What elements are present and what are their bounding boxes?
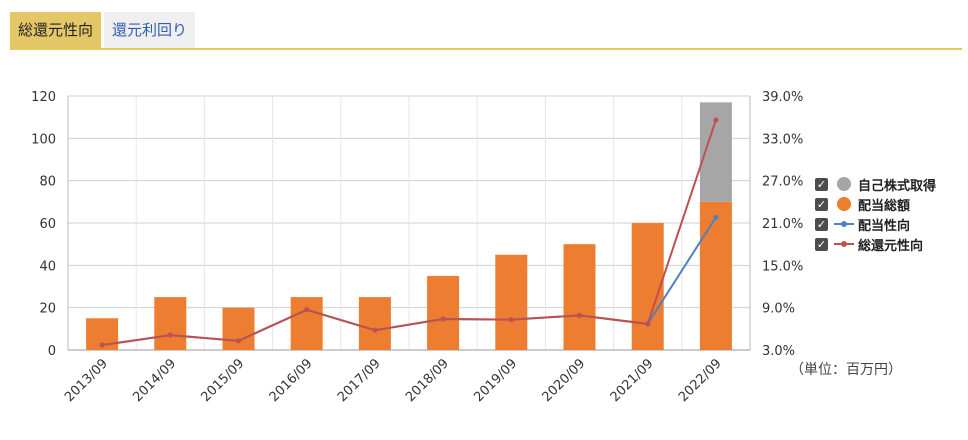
x-tick-label: 2020/09: [540, 356, 589, 405]
legend-item-payout-ratio[interactable]: ✓ 配当性向: [815, 214, 936, 234]
legend-label: 自己株式取得: [858, 178, 937, 194]
legend-label: 配当性向: [858, 218, 911, 234]
tab-bar: 総還元性向 還元利回り: [10, 12, 196, 48]
x-tick-label: 2018/09: [403, 356, 452, 405]
y-right-tick-label: 33.0%: [762, 132, 803, 147]
tab-return-yield[interactable]: 還元利回り: [104, 12, 196, 48]
bar-dividend: [427, 275, 460, 350]
y-right-tick-label: 21.0%: [762, 217, 803, 232]
total-return-ratio-point: [645, 321, 651, 327]
y-right-tick-label: 27.0%: [762, 175, 803, 190]
legend-item-buyback[interactable]: ✓ 自己株式取得: [815, 174, 936, 194]
legend-item-dividend-total[interactable]: ✓ 配当総額: [815, 194, 936, 214]
bar-dividend: [495, 254, 528, 350]
x-tick-label: 2017/09: [335, 356, 384, 405]
bar-dividend: [631, 223, 664, 350]
y-left-tick-label: 60: [39, 217, 56, 232]
bar-dividend: [222, 307, 255, 350]
y-left-tick-label: 20: [39, 302, 56, 317]
unit-note: （単位：百万円）: [790, 362, 902, 378]
y-right-tick-label: 15.0%: [762, 259, 803, 274]
x-tick-label: 2015/09: [199, 356, 248, 405]
y-left-tick-label: 40: [39, 259, 56, 274]
x-tick-label: 2021/09: [608, 356, 657, 405]
legend-label: 配当総額: [858, 198, 911, 214]
y-right-tick-label: 3.0%: [762, 344, 795, 359]
legend-item-total-return-ratio[interactable]: ✓ 総還元性向: [815, 234, 936, 254]
bar-dividend: [358, 297, 391, 350]
total-return-ratio-point: [99, 342, 105, 348]
line-marker-icon: [834, 237, 854, 251]
x-tick-label: 2016/09: [267, 356, 316, 405]
checkbox-icon[interactable]: ✓: [815, 197, 828, 211]
y-left-tick-label: 0: [48, 344, 56, 359]
tab-total-return-ratio[interactable]: 総還元性向: [10, 12, 102, 48]
y-left-tick-label: 100: [31, 132, 56, 147]
checkbox-icon[interactable]: ✓: [815, 177, 828, 191]
x-tick-label: 2019/09: [471, 356, 520, 405]
checkbox-icon[interactable]: ✓: [815, 237, 828, 251]
total-return-ratio-point: [577, 312, 582, 318]
checkbox-icon[interactable]: ✓: [815, 217, 828, 231]
x-tick-label: 2013/09: [62, 356, 111, 405]
circle-marker-icon: [834, 197, 854, 211]
tab-underline: [10, 48, 962, 50]
x-tick-label: 2014/09: [130, 356, 179, 405]
y-left-tick-label: 80: [39, 175, 56, 190]
payout-ratio-point: [713, 214, 719, 220]
total-return-ratio-point: [713, 117, 719, 123]
legend-label: 総還元性向: [858, 238, 924, 254]
bar-dividend: [699, 201, 732, 350]
line-marker-icon: [834, 217, 854, 231]
bar-dividend: [563, 244, 596, 350]
y-right-tick-label: 9.0%: [762, 302, 795, 317]
bar-dividend: [154, 297, 187, 350]
total-return-ratio-point: [508, 317, 514, 323]
circle-marker-icon: [834, 177, 854, 191]
total-return-ratio-point: [236, 338, 241, 344]
x-tick-label: 2022/09: [676, 356, 725, 405]
total-return-ratio-point: [304, 307, 310, 313]
total-return-ratio-line: [101, 119, 717, 347]
bar-dividend: [290, 297, 323, 350]
total-return-ratio-point: [372, 327, 378, 333]
y-left-tick-label: 120: [31, 90, 56, 105]
y-right-tick-label: 39.0%: [762, 90, 803, 105]
legend: ✓ 自己株式取得 ✓ 配当総額 ✓ 配当性向 ✓ 総還元性向: [815, 174, 936, 254]
total-return-ratio-point: [440, 316, 446, 322]
total-return-ratio-point: [167, 332, 173, 338]
